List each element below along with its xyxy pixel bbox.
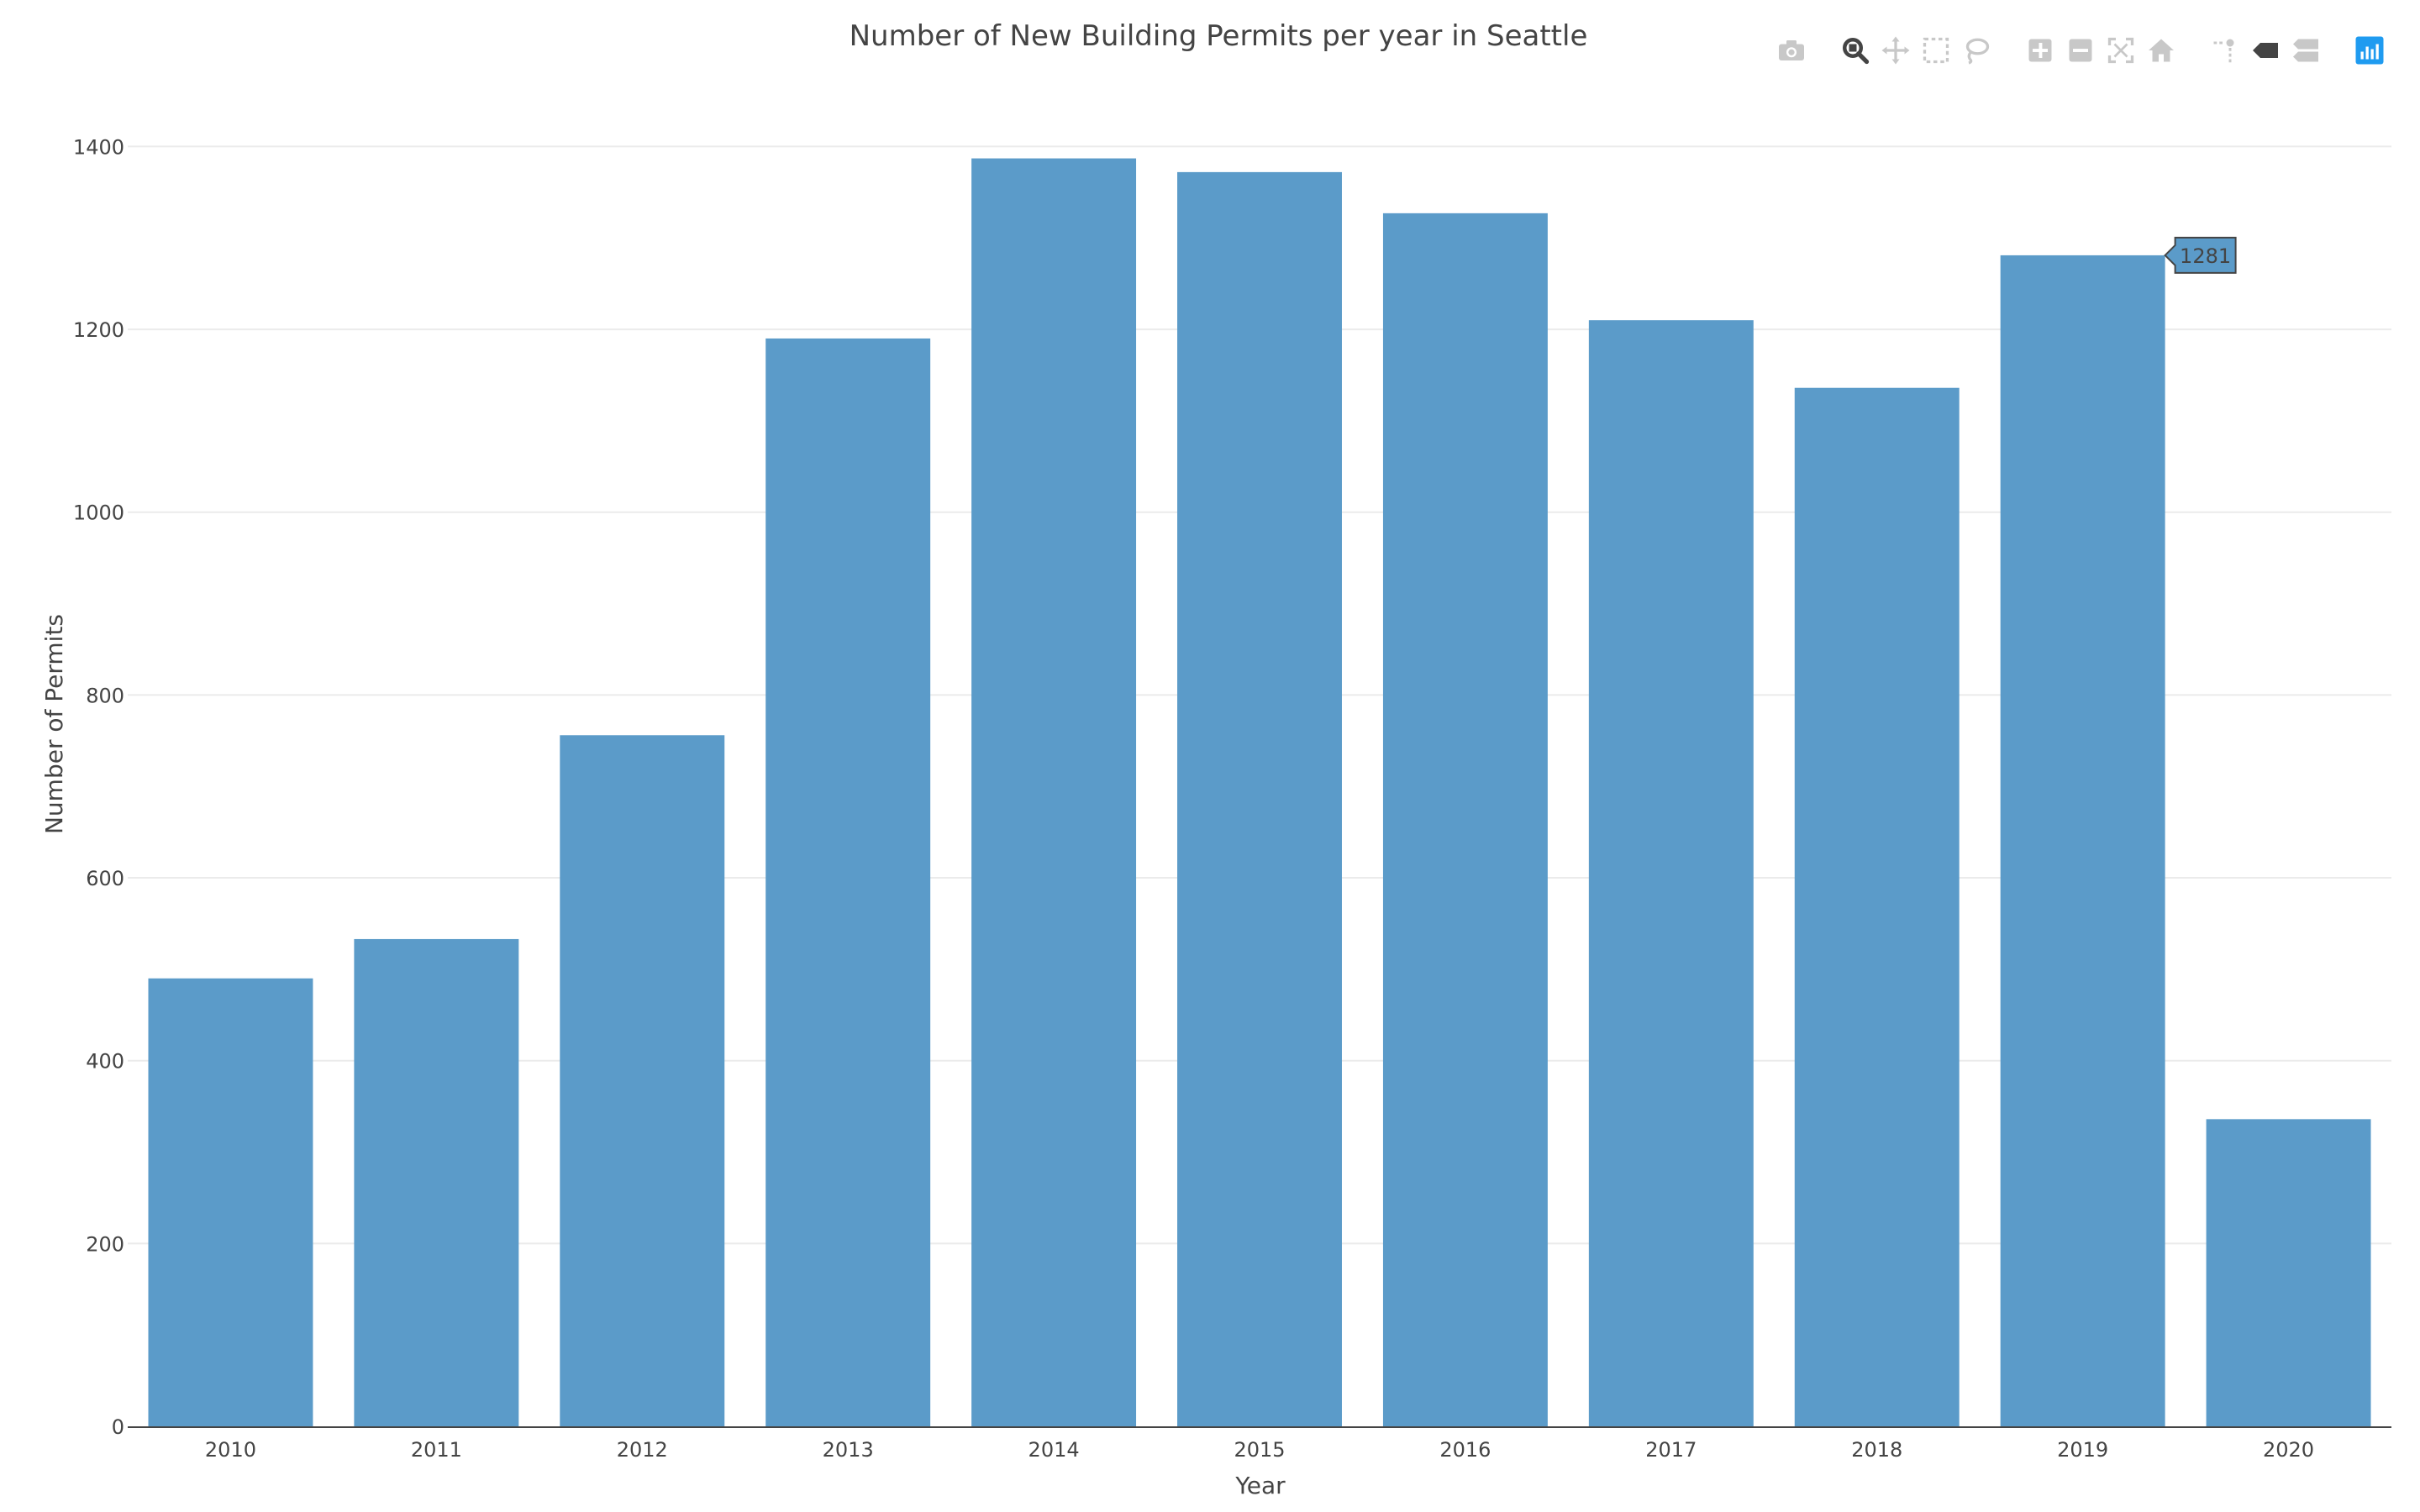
bar-2020[interactable] (2206, 1119, 2371, 1426)
plotly-logo-link[interactable] (2349, 30, 2390, 71)
y-tick-label: 800 (86, 684, 124, 707)
x-tick-label: 2016 (1439, 1438, 1491, 1462)
bar-2016[interactable] (1382, 213, 1548, 1427)
x-tick-label: 2014 (1028, 1438, 1080, 1462)
bar-2011[interactable] (354, 938, 519, 1426)
x-tick-label: 2010 (205, 1438, 256, 1462)
x-tick-label: 2019 (2057, 1438, 2108, 1462)
y-tick-label: 600 (86, 867, 124, 890)
autoscale-button[interactable] (2101, 30, 2141, 71)
x-tick-label: 2018 (1851, 1438, 1902, 1462)
bar-2015[interactable] (1177, 171, 1342, 1427)
pan-button[interactable] (1876, 30, 1916, 71)
x-tick-label: 2015 (1234, 1438, 1285, 1462)
modebar-group-drag (1835, 30, 1996, 71)
y-tick-label: 200 (86, 1232, 124, 1256)
lasso-select-button[interactable] (1956, 30, 1996, 71)
y-tick-label: 400 (86, 1050, 124, 1074)
box-select-icon (1923, 37, 1949, 64)
modebar (1748, 30, 2390, 71)
camera-icon (1779, 40, 1804, 60)
y-tick-label: 0 (112, 1415, 124, 1439)
bar-2010[interactable] (148, 978, 313, 1426)
box-select-button[interactable] (1916, 30, 1956, 71)
y-tick-label: 1400 (73, 135, 124, 159)
zoom-button[interactable] (1835, 30, 1876, 71)
bar-2017[interactable] (1588, 320, 1754, 1426)
bar-2018[interactable] (1794, 387, 1960, 1426)
bar-2012[interactable] (560, 735, 725, 1426)
x-axis-title: Year (1234, 1472, 1286, 1499)
autoscale-icon (2107, 37, 2134, 64)
hover-compare-icon (2293, 39, 2318, 62)
modebar-group-zoom (2020, 30, 2181, 71)
x-tick-labels: 2010 2011 2012 2013 2014 2015 2016 2017 2018 2019… (205, 1438, 2314, 1462)
plotly-logo-icon (2355, 36, 2384, 65)
bar-2019[interactable] (2000, 255, 2165, 1427)
x-tick-label: 2011 (411, 1438, 462, 1462)
y-tick-labels: 0 200 400 600 800 1000 1200 1400 (73, 135, 124, 1439)
modebar-group-hover (2205, 30, 2326, 71)
bar-2013[interactable] (765, 338, 931, 1427)
y-tick-label: 1200 (73, 318, 124, 342)
zoom-icon (1843, 38, 1870, 65)
chart-title: Number of New Building Permits per year … (850, 19, 1588, 53)
pan-icon (1881, 36, 1910, 65)
hover-closest-icon (2253, 43, 2278, 58)
zoom-out-icon (2069, 39, 2092, 62)
x-tick-label: 2020 (2263, 1438, 2314, 1462)
spike-lines-button[interactable] (2205, 30, 2245, 71)
hover-label-text: 1281 (2180, 244, 2231, 268)
spike-lines-icon (2213, 39, 2234, 63)
bar-2014[interactable] (971, 158, 1137, 1426)
x-tick-label: 2012 (617, 1438, 668, 1462)
y-tick-label: 1000 (73, 501, 124, 525)
bars (148, 158, 2371, 1427)
hover-closest-button[interactable] (2245, 30, 2286, 71)
zoom-in-icon (2028, 39, 2052, 62)
modebar-group-logo (2349, 30, 2390, 71)
hover-label: 1281 (2164, 236, 2237, 274)
zoom-in-button[interactable] (2020, 30, 2060, 71)
reset-axes-icon (2149, 39, 2174, 62)
modebar-group-export (1771, 30, 1812, 71)
download-plot-button[interactable] (1771, 30, 1812, 71)
y-axis-title: Number of Permits (40, 614, 68, 834)
hover-label-box (2164, 236, 2237, 274)
lasso-select-icon (1965, 38, 1990, 65)
x-tick-label: 2017 (1645, 1438, 1697, 1462)
reset-axes-button[interactable] (2141, 30, 2181, 71)
hover-compare-button[interactable] (2286, 30, 2326, 71)
x-tick-label: 2013 (823, 1438, 874, 1462)
zoom-out-button[interactable] (2060, 30, 2101, 71)
